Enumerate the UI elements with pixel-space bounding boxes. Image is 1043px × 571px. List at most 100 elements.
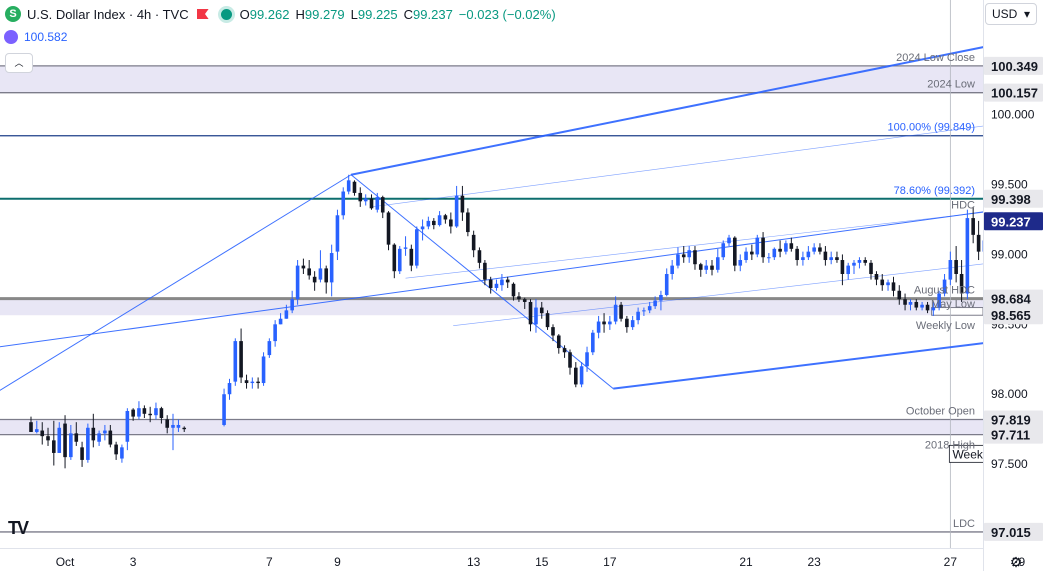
- candle-body: [244, 380, 249, 384]
- candle-body: [937, 293, 941, 308]
- candle-body: [420, 226, 425, 230]
- candle-body: [795, 248, 799, 261]
- candle-body: [596, 321, 601, 333]
- market-status-icon: [220, 8, 232, 20]
- candle-body: [659, 294, 663, 301]
- price-tag: [984, 522, 1043, 541]
- trendline: [453, 256, 1043, 327]
- candle-body: [363, 198, 368, 202]
- candle-body: [386, 212, 391, 245]
- trendline: [405, 205, 1043, 279]
- candle-body: [182, 427, 187, 430]
- trendline: [371, 117, 1043, 208]
- candle-body: [233, 341, 238, 382]
- candle-body: [920, 304, 924, 308]
- candle-body: [74, 433, 79, 442]
- candle-body: [965, 218, 970, 294]
- candle-body: [40, 430, 45, 437]
- candle-body: [681, 254, 686, 258]
- price-tag-label: 97.819: [991, 413, 1031, 428]
- time-tick-label: 15: [535, 555, 549, 569]
- indicator-icon: [4, 30, 18, 44]
- candle-body: [574, 367, 578, 385]
- candle-body: [346, 180, 351, 192]
- candle-body: [443, 215, 448, 220]
- chart-header: S U.S. Dollar Index · 4h · TVC O99.262 H…: [0, 0, 562, 28]
- candle-body: [273, 324, 277, 342]
- support-zone: [0, 298, 983, 316]
- time-tick-label: 13: [467, 555, 481, 569]
- candle-body: [750, 251, 754, 255]
- candle-body: [108, 430, 113, 445]
- candle-body: [449, 219, 453, 227]
- candle-body: [863, 260, 868, 263]
- candle-body: [545, 313, 550, 328]
- candle-body: [97, 433, 101, 442]
- candle-body: [840, 260, 845, 274]
- level-label: HDC: [951, 199, 975, 211]
- candle-body: [647, 306, 652, 311]
- flag-icon[interactable]: [196, 9, 209, 19]
- chart-title[interactable]: U.S. Dollar Index · 4h · TVC: [27, 6, 189, 22]
- currency-button[interactable]: USD ▾: [985, 3, 1037, 25]
- candle-body: [670, 265, 674, 274]
- candle-body: [142, 408, 147, 414]
- tradingview-logo[interactable]: TV: [8, 518, 29, 538]
- price-tick-label: 97.500: [991, 457, 1028, 471]
- candle-body: [897, 290, 902, 300]
- time-tick-label: 29: [1012, 555, 1026, 569]
- collapse-legend-button[interactable]: ︿: [5, 53, 33, 73]
- candle-body: [908, 301, 913, 305]
- price-tag: [984, 306, 1043, 325]
- candle-body: [91, 427, 96, 441]
- candle-body: [608, 321, 612, 325]
- candle-body: [556, 335, 561, 349]
- time-tick-label: 27: [944, 555, 958, 569]
- candle-body: [522, 299, 527, 302]
- candle-body: [335, 215, 340, 252]
- candle-body: [148, 413, 152, 416]
- support-zone: [0, 65, 983, 93]
- time-tick-label: 9: [334, 555, 341, 569]
- candle-body: [505, 279, 510, 283]
- time-tick-label: 17: [603, 555, 617, 569]
- candle-body: [846, 265, 850, 274]
- level-label: August HDC: [914, 285, 975, 297]
- candle-body: [103, 430, 107, 434]
- level-label: May Low: [931, 299, 975, 311]
- candle-body: [528, 301, 533, 325]
- candle-body: [602, 321, 606, 325]
- candle-body: [551, 327, 555, 336]
- candle-body: [613, 304, 618, 322]
- candle-body: [466, 212, 470, 233]
- trendline: [350, 34, 1043, 176]
- gear-icon[interactable]: ⚙: [1009, 554, 1023, 570]
- candle-body: [312, 276, 317, 283]
- support-zone: [0, 419, 983, 435]
- time-axis-bg: [0, 548, 983, 571]
- candle-body: [534, 307, 538, 325]
- price-tick-label: 98.000: [991, 387, 1028, 401]
- dollar-symbol-icon: S: [5, 6, 21, 22]
- candle-body: [721, 243, 726, 258]
- candle-body: [784, 243, 788, 252]
- level-label: LDC: [953, 518, 975, 530]
- candle-body: [324, 268, 329, 283]
- candle-body: [744, 251, 748, 261]
- indicator-row[interactable]: 100.582: [4, 29, 67, 45]
- candle-body: [397, 248, 402, 272]
- candle-body: [488, 279, 493, 288]
- candle-body: [517, 296, 521, 300]
- ohlc-close: C99.237: [403, 6, 453, 22]
- candle-body: [755, 237, 760, 255]
- candle-body: [460, 195, 465, 213]
- candle-body: [903, 299, 907, 305]
- price-tag-label: 99.237: [991, 214, 1031, 229]
- level-label: 100.00% (99.849): [888, 122, 975, 134]
- candle-body: [869, 262, 873, 274]
- price-tick-label: 100.000: [991, 108, 1035, 122]
- candle-body: [409, 248, 414, 266]
- trendline: [0, 203, 1043, 348]
- candle-body: [625, 318, 629, 328]
